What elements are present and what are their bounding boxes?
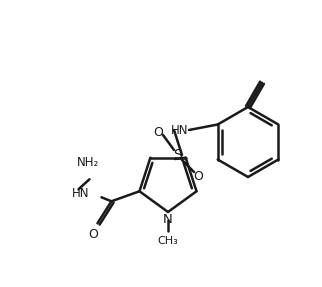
Text: HN: HN [171, 123, 188, 137]
Text: O: O [89, 228, 99, 241]
Text: HN: HN [72, 187, 90, 200]
Text: NH₂: NH₂ [77, 156, 99, 169]
Text: O: O [153, 125, 163, 139]
Text: CH₃: CH₃ [158, 236, 178, 246]
Text: S: S [174, 148, 182, 162]
Text: N: N [163, 213, 173, 226]
Text: O: O [193, 170, 203, 183]
